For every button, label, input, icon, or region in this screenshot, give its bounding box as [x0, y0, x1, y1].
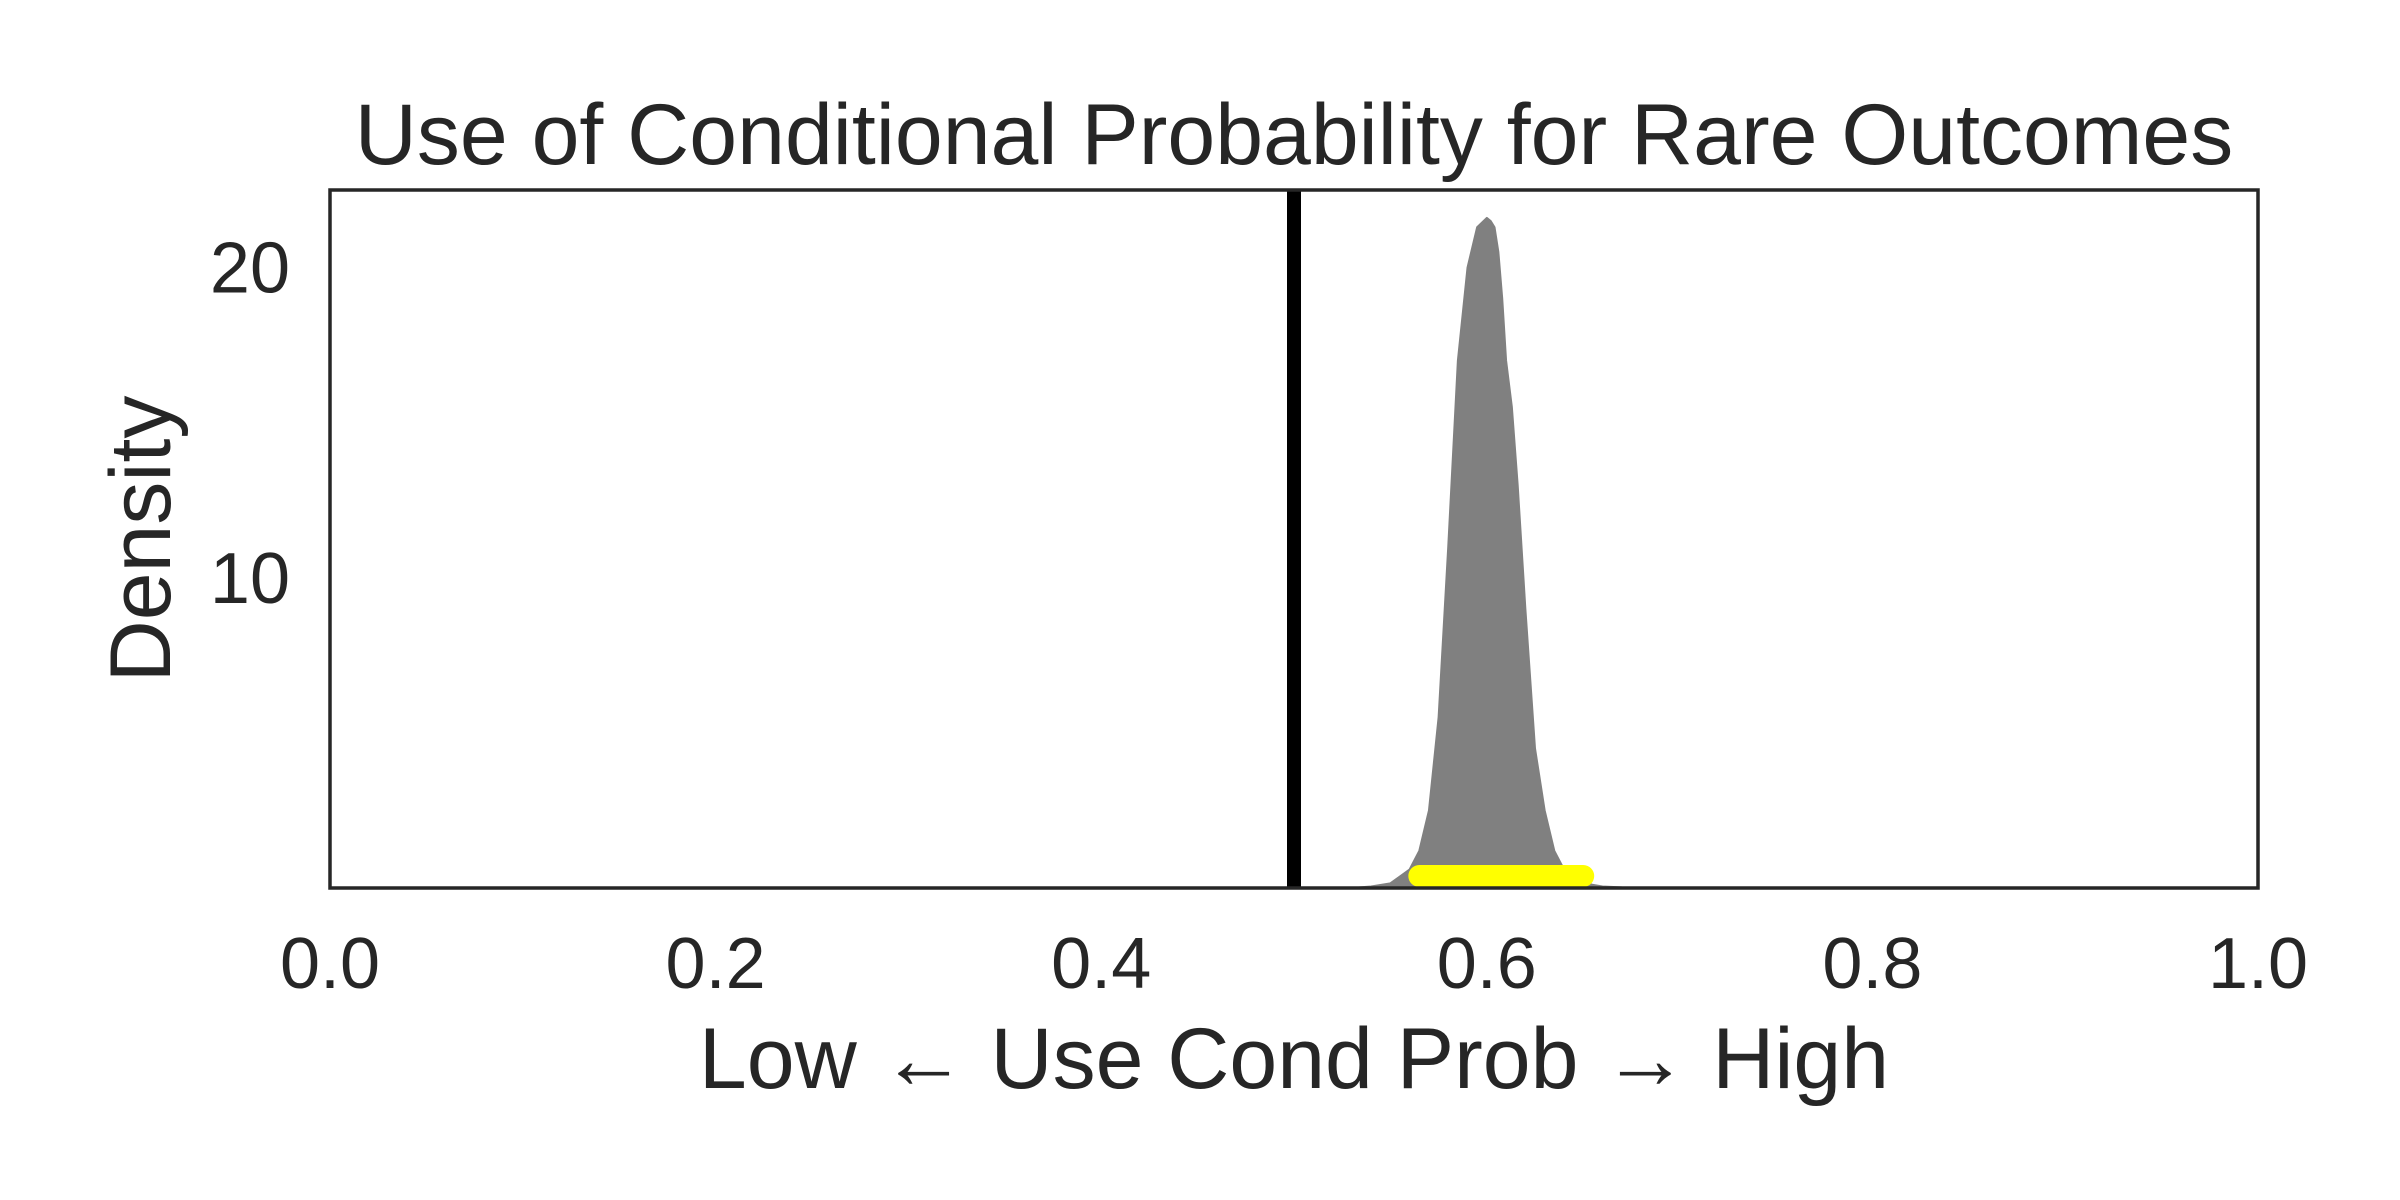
x-tick-label: 1.0 [2208, 924, 2308, 1004]
y-tick-label: 20 [210, 229, 290, 309]
chart-title: Use of Conditional Probability for Rare … [355, 87, 2234, 183]
y-tick-labels: 10 20 [210, 229, 290, 619]
x-tick-label: 0.6 [1437, 924, 1537, 1004]
x-tick-label: 0.8 [1822, 924, 1922, 1004]
x-tick-label: 0.4 [1051, 924, 1151, 1004]
axes-frame [328, 188, 2260, 890]
y-tick-label: 10 [210, 539, 290, 619]
density-area [1350, 216, 1681, 889]
plot-area [1287, 190, 1681, 889]
x-tick-label: 0.0 [280, 924, 380, 1004]
x-tick-labels: 0.0 0.2 0.4 0.6 0.8 1.0 [280, 924, 2308, 1004]
y-axis-label: Density [93, 396, 189, 683]
x-axis-label: Low ← Use Cond Prob → High [699, 1011, 1889, 1107]
x-tick-label: 0.2 [666, 924, 766, 1004]
